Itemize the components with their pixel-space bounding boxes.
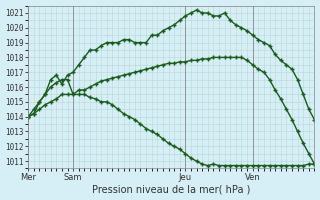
X-axis label: Pression niveau de la mer( hPa ): Pression niveau de la mer( hPa ) bbox=[92, 184, 251, 194]
